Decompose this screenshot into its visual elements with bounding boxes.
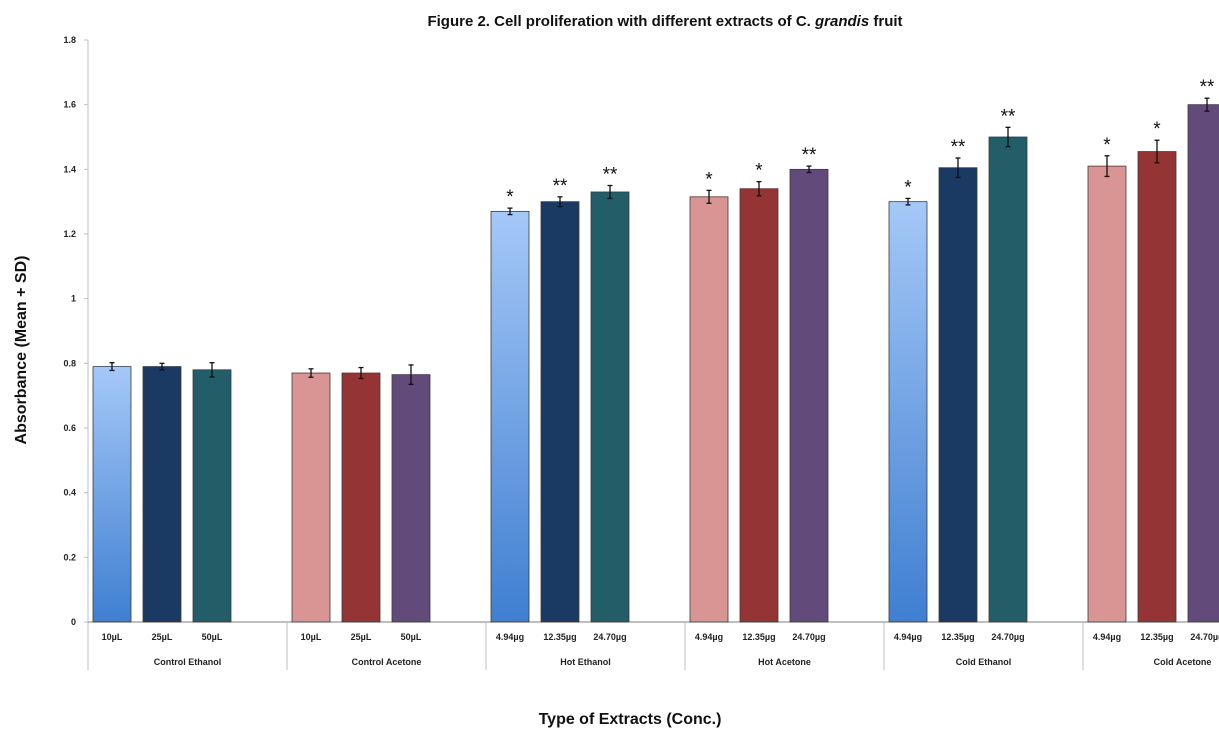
concentration-label: 12.35µg <box>742 632 775 642</box>
concentration-label: 50µL <box>202 632 223 642</box>
bar <box>888 201 928 623</box>
y-tick-label: 0.4 <box>63 488 76 498</box>
y-tick-label: 1.8 <box>63 35 76 45</box>
chart-title-part-2: grandis <box>814 13 869 30</box>
significance-marker: ** <box>802 145 817 166</box>
bar <box>540 201 580 623</box>
bar <box>391 374 431 623</box>
group-label: Cold Acetone <box>1154 657 1212 667</box>
bar <box>689 196 729 623</box>
bar <box>988 136 1028 623</box>
bar <box>192 369 232 623</box>
significance-marker: * <box>705 169 713 190</box>
concentration-label: 24.70µg <box>1190 632 1219 642</box>
chart-title: Figure 2. Cell proliferation with differ… <box>427 13 902 30</box>
bar <box>341 372 381 623</box>
y-tick-label: 1.6 <box>63 100 76 110</box>
error-bars-layer <box>109 97 1210 386</box>
significance-marker: ** <box>1200 77 1215 98</box>
chart-title-part-1: Figure 2. Cell proliferation with differ… <box>427 13 815 30</box>
concentration-label: 24.70µg <box>991 632 1024 642</box>
significance-marker: ** <box>1001 106 1016 127</box>
bar <box>92 366 132 623</box>
bar <box>590 191 630 623</box>
y-axis-label: Absorbance (Mean + SD) <box>13 256 30 445</box>
y-tick-label: 0.6 <box>63 423 76 433</box>
bar <box>789 168 829 623</box>
x-axis-categories: 10µL 25µL 50µL Control Ethanol 10µL 25µL 50µL C… <box>87 622 1219 670</box>
y-tick-label: 1.2 <box>63 229 76 239</box>
concentration-label: 10µL <box>301 632 322 642</box>
concentration-label: 24.70µg <box>593 632 626 642</box>
concentration-label: 12.35µg <box>1140 632 1173 642</box>
significance-marker: ** <box>553 176 568 197</box>
bar <box>1137 151 1177 623</box>
concentration-label: 25µL <box>351 632 372 642</box>
concentration-label: 4.94µg <box>695 632 723 642</box>
significance-marker: * <box>904 177 912 198</box>
concentration-label: 4.94µg <box>894 632 922 642</box>
concentration-label: 24.70µg <box>792 632 825 642</box>
significance-marker: * <box>1153 119 1161 140</box>
y-tick-label: 1.4 <box>63 164 76 174</box>
bar <box>739 188 779 623</box>
x-axis-label: Type of Extracts (Conc.) <box>539 711 722 728</box>
concentration-label: 25µL <box>152 632 173 642</box>
bar <box>142 366 182 623</box>
bars-layer <box>92 104 1219 623</box>
concentration-label: 12.35µg <box>941 632 974 642</box>
concentration-label: 12.35µg <box>543 632 576 642</box>
group-label: Cold Ethanol <box>956 657 1012 667</box>
significance-marker: * <box>1103 135 1111 156</box>
chart-title-part-3: fruit <box>869 13 902 30</box>
concentration-label: 10µL <box>102 632 123 642</box>
concentration-label: 4.94µg <box>496 632 524 642</box>
significance-marker: * <box>755 161 763 182</box>
bar <box>1087 165 1127 623</box>
significance-marker: ** <box>603 165 618 186</box>
bar <box>490 210 530 623</box>
y-tick-label: 0.2 <box>63 552 76 562</box>
bar <box>938 167 978 623</box>
bar <box>291 372 331 623</box>
concentration-label: 50µL <box>401 632 422 642</box>
significance-marker: * <box>506 187 514 208</box>
group-label: Control Ethanol <box>154 657 222 667</box>
y-tick-label: 0.8 <box>63 358 76 368</box>
bar <box>1187 104 1219 623</box>
group-label: Control Acetone <box>352 657 422 667</box>
group-label: Hot Ethanol <box>560 657 611 667</box>
significance-layer: ***** * ************ <box>506 77 1215 208</box>
y-axis-ticks: 0 0.2 0.4 0.6 0.8 1 1.2 1.4 1.6 1.8 <box>63 35 88 627</box>
y-tick-label: 0 <box>71 617 76 627</box>
group-label: Hot Acetone <box>758 657 811 667</box>
y-tick-label: 1 <box>71 294 76 304</box>
significance-marker: ** <box>951 137 966 158</box>
concentration-label: 4.94µg <box>1093 632 1121 642</box>
